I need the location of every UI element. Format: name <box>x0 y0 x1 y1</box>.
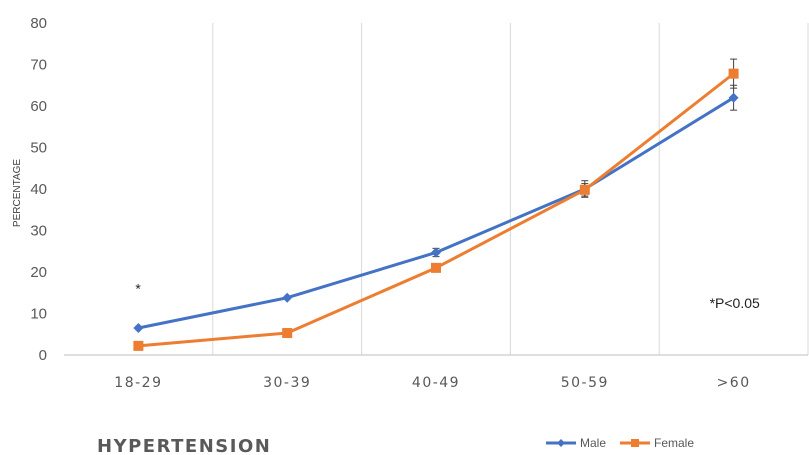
annotation-p-0-05: *P<0.05 <box>710 295 760 311</box>
x-tick-label: 40-49 <box>412 375 460 391</box>
x-tick-label: >60 <box>717 375 751 391</box>
series-layer <box>133 58 739 351</box>
y-tick-label: 0 <box>39 347 47 364</box>
y-tick-label: 10 <box>30 306 47 323</box>
male-point <box>282 292 293 303</box>
y-tick-label: 60 <box>30 98 47 115</box>
female-point <box>579 184 590 195</box>
legend-item-female: Female <box>620 436 694 450</box>
y-axis-label: PERCENTAGE <box>12 159 23 227</box>
y-tick-label: 80 <box>30 15 47 32</box>
y-tick-label: 70 <box>30 57 47 74</box>
series-female <box>133 58 739 351</box>
x-tick-label: 18-29 <box>114 375 162 391</box>
series-male <box>133 84 739 334</box>
male-point <box>133 323 144 334</box>
y-tick-label: 20 <box>30 264 47 281</box>
male-point <box>728 92 739 103</box>
female-line <box>138 72 735 348</box>
legend-label: Male <box>580 436 606 450</box>
female-point <box>728 68 739 79</box>
y-tick-label: 50 <box>30 140 47 157</box>
y-tick-label: 30 <box>30 223 47 240</box>
legend-marker <box>631 439 639 447</box>
legend-marker <box>557 439 565 447</box>
annotation-: * <box>135 281 141 297</box>
female-point <box>133 340 144 351</box>
chart-title: HYPERTENSION <box>97 436 271 455</box>
legend: Male Female <box>546 436 694 450</box>
male-line <box>138 96 735 330</box>
female-point <box>431 262 441 273</box>
x-axis-ticks: 18-29 30-39 40-49 50-59 >60 <box>114 375 751 391</box>
x-tick-label: 50-59 <box>561 375 609 391</box>
y-axis-ticks: 0 10 20 30 40 50 60 70 80 <box>30 15 47 364</box>
y-tick-label: 40 <box>30 181 47 198</box>
annotations: * *P<0.05 <box>135 281 760 312</box>
male-point <box>431 247 441 258</box>
female-point <box>282 328 293 339</box>
legend-item-male: Male <box>546 436 606 450</box>
legend-label: Female <box>654 436 694 450</box>
x-tick-label: 30-39 <box>263 375 311 391</box>
